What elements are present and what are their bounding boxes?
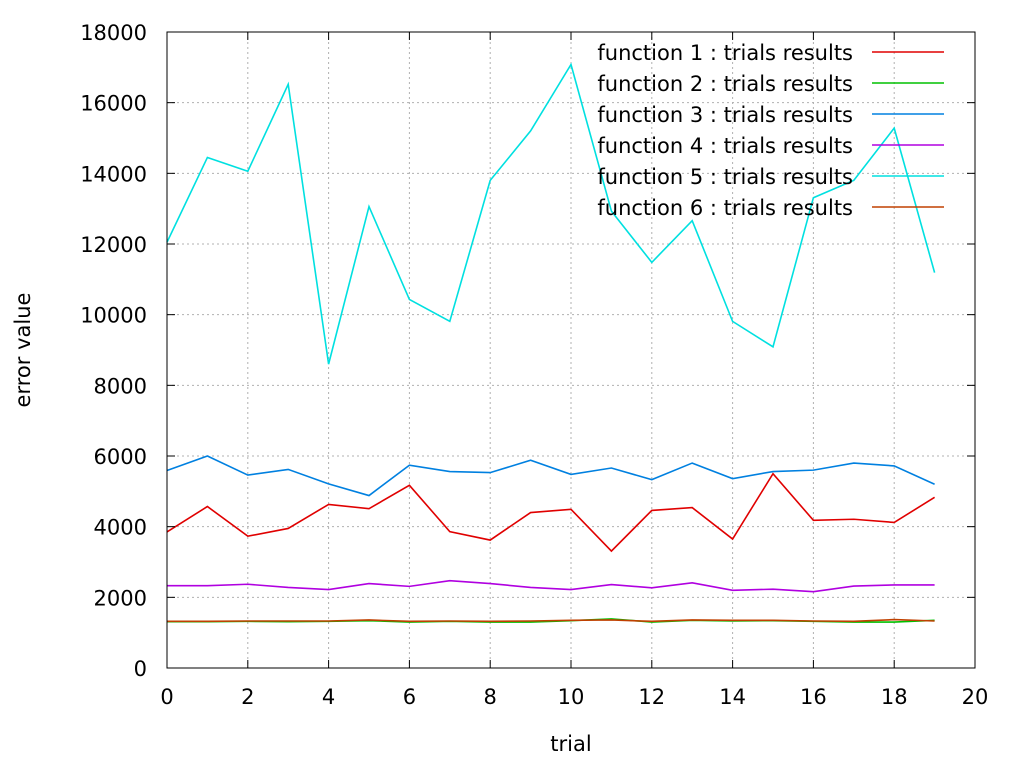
x-tick-label: 16 — [800, 685, 827, 709]
legend: function 1 : trials results function 2 : … — [597, 41, 944, 220]
y-tick-label: 8000 — [94, 374, 147, 398]
series-line-function-6 — [167, 618, 935, 623]
y-axis-label: error value — [11, 293, 35, 408]
x-tick-label: 0 — [160, 685, 173, 709]
legend-label-function-1: function 1 : trials results — [597, 41, 853, 65]
x-tick-label: 18 — [881, 685, 908, 709]
y-tick-label: 14000 — [80, 162, 147, 186]
series-line-function-1 — [166, 472, 936, 553]
legend-label-function-3: function 3 : trials results — [597, 103, 853, 127]
y-tick-label: 16000 — [80, 92, 147, 116]
series-line-function-4 — [167, 579, 935, 593]
y-tick-label: 12000 — [80, 233, 147, 257]
grid — [167, 32, 975, 668]
y-tick-label: 18000 — [80, 21, 147, 45]
x-axis-label: trial — [550, 732, 591, 756]
y-tick-label: 0 — [134, 657, 147, 681]
y-tick-label: 4000 — [94, 516, 147, 540]
x-tick-label: 12 — [638, 685, 665, 709]
x-tick-label: 6 — [403, 685, 416, 709]
x-tick-label: 14 — [719, 685, 746, 709]
series-lines — [166, 62, 936, 623]
legend-label-function-4: function 4 : trials results — [597, 134, 853, 158]
x-tick-labels: 0 2 4 6 8 10 12 14 16 18 20 — [160, 685, 988, 709]
legend-label-function-2: function 2 : trials results — [597, 72, 853, 96]
legend-label-function-5: function 5 : trials results — [597, 165, 853, 189]
y-tick-label: 10000 — [80, 304, 147, 328]
series-line-function-5 — [166, 62, 936, 365]
ticks — [166, 31, 976, 669]
x-tick-label: 8 — [484, 685, 497, 709]
y-tick-labels: 0 2000 4000 6000 8000 10000 12000 14000 16000 180… — [80, 21, 147, 681]
x-tick-label: 2 — [241, 685, 254, 709]
y-tick-label: 2000 — [94, 586, 147, 610]
x-tick-label: 10 — [558, 685, 585, 709]
x-tick-label: 20 — [962, 685, 989, 709]
x-tick-label: 4 — [322, 685, 335, 709]
legend-label-function-6: function 6 : trials results — [597, 196, 853, 220]
y-tick-label: 6000 — [94, 445, 147, 469]
series-line-function-3 — [166, 455, 935, 497]
